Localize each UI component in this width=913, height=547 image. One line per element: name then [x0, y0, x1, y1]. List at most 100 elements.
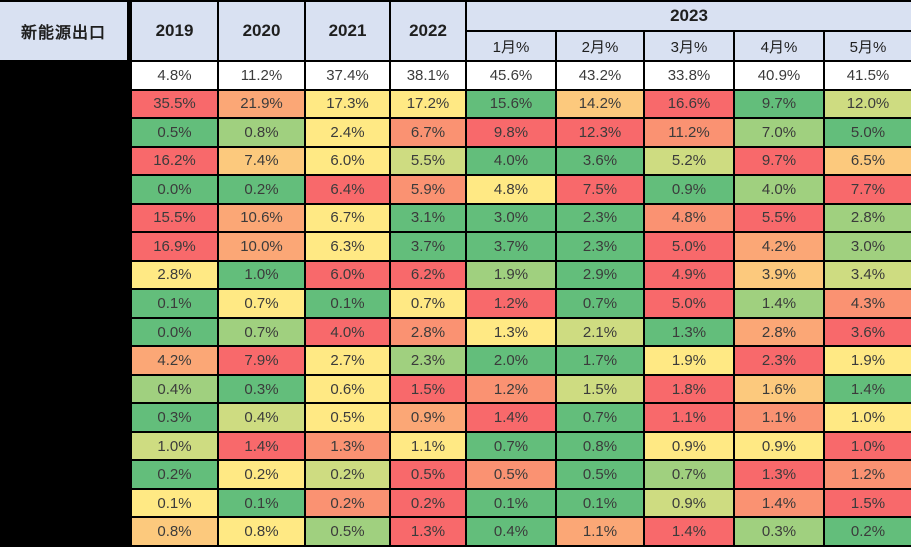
- value-cell[interactable]: 4.0%: [306, 318, 389, 346]
- value-cell[interactable]: 5.0%: [825, 119, 911, 146]
- value-cell[interactable]: 0.1%: [219, 489, 304, 517]
- value-cell[interactable]: 1.4%: [219, 432, 304, 460]
- value-cell[interactable]: 9.7%: [735, 147, 823, 175]
- value-cell[interactable]: 0.4%: [467, 518, 555, 545]
- value-cell[interactable]: 4.9%: [645, 261, 733, 289]
- value-cell[interactable]: 10.0%: [219, 233, 304, 260]
- value-cell[interactable]: 1.5%: [825, 489, 911, 517]
- value-cell[interactable]: 0.3%: [132, 404, 217, 431]
- value-cell[interactable]: 5.5%: [391, 147, 465, 175]
- value-cell[interactable]: 1.9%: [467, 261, 555, 289]
- value-cell[interactable]: 2.0%: [467, 347, 555, 374]
- value-cell[interactable]: 37.4%: [306, 62, 389, 89]
- value-cell[interactable]: 5.5%: [735, 204, 823, 232]
- value-cell[interactable]: 1.0%: [132, 432, 217, 460]
- value-cell[interactable]: 16.6%: [645, 90, 733, 118]
- value-cell[interactable]: 1.1%: [645, 404, 733, 431]
- value-cell[interactable]: 4.0%: [735, 176, 823, 203]
- value-cell[interactable]: 1.4%: [735, 290, 823, 317]
- value-cell[interactable]: 11.2%: [219, 62, 304, 89]
- value-cell[interactable]: 0.5%: [132, 119, 217, 146]
- value-cell[interactable]: 0.7%: [645, 461, 733, 488]
- column-header-month-3[interactable]: 3月%: [645, 32, 733, 60]
- value-cell[interactable]: 1.4%: [645, 518, 733, 545]
- value-cell[interactable]: 1.3%: [645, 318, 733, 346]
- value-cell[interactable]: 2.3%: [391, 347, 465, 374]
- value-cell[interactable]: 2.3%: [735, 347, 823, 374]
- value-cell[interactable]: 1.0%: [219, 261, 304, 289]
- value-cell[interactable]: 0.9%: [645, 176, 733, 203]
- value-cell[interactable]: 0.1%: [467, 489, 555, 517]
- value-cell[interactable]: 1.1%: [735, 404, 823, 431]
- value-cell[interactable]: 6.7%: [306, 204, 389, 232]
- value-cell[interactable]: 16.2%: [132, 147, 217, 175]
- value-cell[interactable]: 1.6%: [735, 375, 823, 403]
- value-cell[interactable]: 6.2%: [391, 261, 465, 289]
- value-cell[interactable]: 43.2%: [557, 62, 643, 89]
- value-cell[interactable]: 0.4%: [132, 375, 217, 403]
- value-cell[interactable]: 0.5%: [557, 461, 643, 488]
- value-cell[interactable]: 10.6%: [219, 204, 304, 232]
- value-cell[interactable]: 6.5%: [825, 147, 911, 175]
- value-cell[interactable]: 4.0%: [467, 147, 555, 175]
- value-cell[interactable]: 5.2%: [645, 147, 733, 175]
- value-cell[interactable]: 4.8%: [132, 62, 217, 89]
- value-cell[interactable]: 9.8%: [467, 119, 555, 146]
- value-cell[interactable]: 2.3%: [557, 233, 643, 260]
- value-cell[interactable]: 0.2%: [306, 489, 389, 517]
- value-cell[interactable]: 1.4%: [467, 404, 555, 431]
- value-cell[interactable]: 5.9%: [391, 176, 465, 203]
- value-cell[interactable]: 1.7%: [557, 347, 643, 374]
- value-cell[interactable]: 6.3%: [306, 233, 389, 260]
- value-cell[interactable]: 0.2%: [132, 461, 217, 488]
- value-cell[interactable]: 5.0%: [645, 290, 733, 317]
- value-cell[interactable]: 1.4%: [825, 375, 911, 403]
- value-cell[interactable]: 0.1%: [306, 290, 389, 317]
- value-cell[interactable]: 0.8%: [557, 432, 643, 460]
- value-cell[interactable]: 1.0%: [825, 432, 911, 460]
- value-cell[interactable]: 0.7%: [219, 318, 304, 346]
- value-cell[interactable]: 0.5%: [391, 461, 465, 488]
- value-cell[interactable]: 6.4%: [306, 176, 389, 203]
- value-cell[interactable]: 11.2%: [645, 119, 733, 146]
- column-header-2019[interactable]: 2019: [132, 2, 217, 60]
- value-cell[interactable]: 2.1%: [557, 318, 643, 346]
- value-cell[interactable]: 6.0%: [306, 147, 389, 175]
- value-cell[interactable]: 0.3%: [219, 375, 304, 403]
- value-cell[interactable]: 7.4%: [219, 147, 304, 175]
- value-cell[interactable]: 5.0%: [645, 233, 733, 260]
- value-cell[interactable]: 9.7%: [735, 90, 823, 118]
- value-cell[interactable]: 4.8%: [645, 204, 733, 232]
- value-cell[interactable]: 0.2%: [306, 461, 389, 488]
- value-cell[interactable]: 1.1%: [391, 432, 465, 460]
- value-cell[interactable]: 35.5%: [132, 90, 217, 118]
- value-cell[interactable]: 0.8%: [219, 119, 304, 146]
- value-cell[interactable]: 12.3%: [557, 119, 643, 146]
- value-cell[interactable]: 2.3%: [557, 204, 643, 232]
- value-cell[interactable]: 1.4%: [735, 489, 823, 517]
- value-cell[interactable]: 1.5%: [557, 375, 643, 403]
- value-cell[interactable]: 0.3%: [735, 518, 823, 545]
- value-cell[interactable]: 0.7%: [219, 290, 304, 317]
- value-cell[interactable]: 0.9%: [391, 404, 465, 431]
- value-cell[interactable]: 0.1%: [132, 290, 217, 317]
- value-cell[interactable]: 0.7%: [557, 404, 643, 431]
- value-cell[interactable]: 0.2%: [219, 461, 304, 488]
- value-cell[interactable]: 0.0%: [132, 318, 217, 346]
- value-cell[interactable]: 15.5%: [132, 204, 217, 232]
- value-cell[interactable]: 3.9%: [735, 261, 823, 289]
- value-cell[interactable]: 0.2%: [825, 518, 911, 545]
- value-cell[interactable]: 4.8%: [467, 176, 555, 203]
- value-cell[interactable]: 0.5%: [306, 404, 389, 431]
- value-cell[interactable]: 1.0%: [825, 404, 911, 431]
- value-cell[interactable]: 1.3%: [735, 461, 823, 488]
- value-cell[interactable]: 17.2%: [391, 90, 465, 118]
- value-cell[interactable]: 38.1%: [391, 62, 465, 89]
- value-cell[interactable]: 3.7%: [467, 233, 555, 260]
- column-header-2022[interactable]: 2022: [391, 2, 465, 60]
- value-cell[interactable]: 0.1%: [557, 489, 643, 517]
- value-cell[interactable]: 0.9%: [735, 432, 823, 460]
- value-cell[interactable]: 12.0%: [825, 90, 911, 118]
- value-cell[interactable]: 21.9%: [219, 90, 304, 118]
- value-cell[interactable]: 2.4%: [306, 119, 389, 146]
